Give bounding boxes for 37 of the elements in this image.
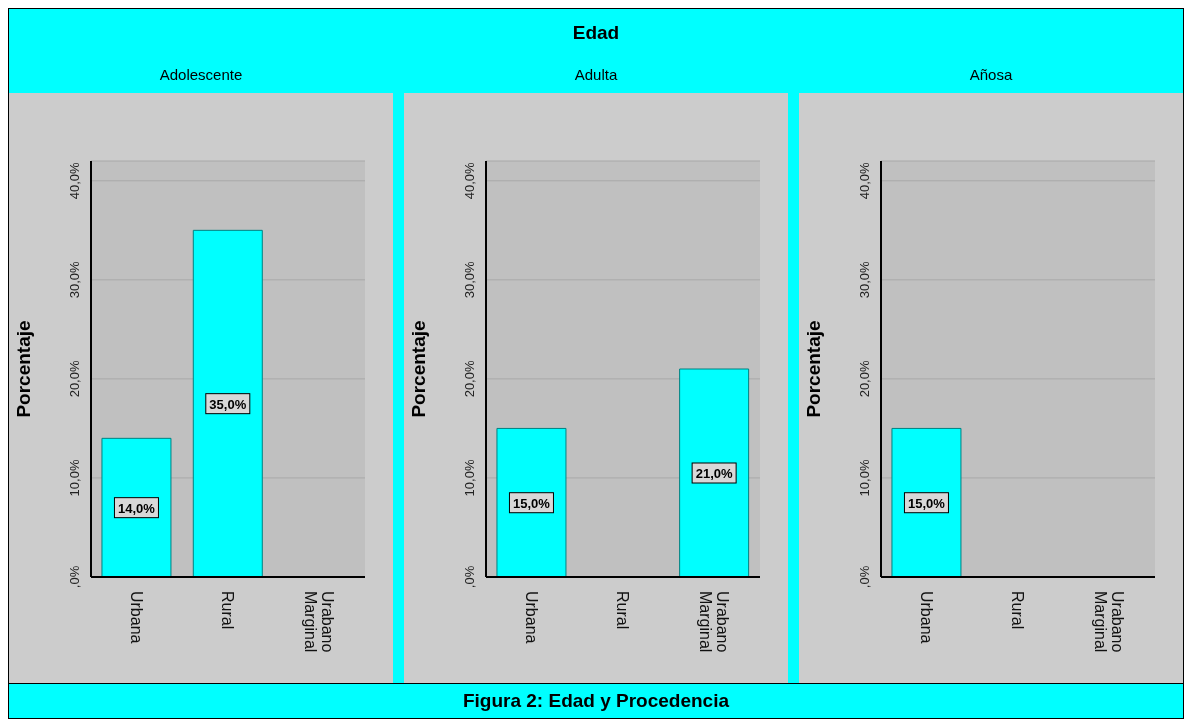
x-tick-label: Urbana xyxy=(128,591,146,644)
text: Edad xyxy=(571,21,621,45)
y-tick-label: 10,0% xyxy=(67,459,82,497)
x-tick-label: Rural xyxy=(614,591,632,630)
chart-title: Adolescente xyxy=(158,65,244,85)
chart-title: Añosa xyxy=(968,65,1014,85)
y-tick-label: 40,0% xyxy=(462,161,477,200)
x-tick-label: Urabano Marginal xyxy=(1092,591,1127,653)
data-label: 15,0% xyxy=(908,495,946,511)
text: Figura 2: Edad y Procedencia xyxy=(9,683,1183,718)
y-tick-label: 10,0% xyxy=(462,459,477,497)
y-axis-title: Porcentaje xyxy=(802,320,824,418)
y-tick-label: 40,0% xyxy=(857,161,872,200)
x-tick-label: Rural xyxy=(219,591,237,630)
y-tick-label: ,0% xyxy=(67,565,82,589)
y-tick-label: 30,0% xyxy=(462,260,477,299)
y-axis-title: Porcentaje xyxy=(12,320,34,418)
chart-title: Adulta xyxy=(573,65,619,85)
y-tick-label: 10,0% xyxy=(857,459,872,497)
data-label: 15,0% xyxy=(513,495,551,511)
y-tick-label: 40,0% xyxy=(67,161,82,200)
y-tick-label: ,0% xyxy=(462,565,477,589)
x-tick-label: Urbana xyxy=(523,591,541,644)
x-tick-label: Urabano Marginal xyxy=(697,591,732,653)
data-label: 14,0% xyxy=(118,500,156,516)
y-tick-label: 20,0% xyxy=(67,360,82,398)
y-tick-label: 30,0% xyxy=(857,260,872,299)
y-tick-label: 20,0% xyxy=(462,360,477,398)
data-label: 35,0% xyxy=(209,396,247,412)
y-tick-label: 30,0% xyxy=(67,260,82,299)
x-tick-label: Urabano Marginal xyxy=(302,591,337,653)
y-axis-title: Porcentaje xyxy=(407,320,429,418)
y-tick-label: 20,0% xyxy=(857,360,872,398)
y-tick-label: ,0% xyxy=(857,565,872,589)
x-tick-label: Rural xyxy=(1009,591,1027,630)
x-tick-label: Urbana xyxy=(918,591,936,644)
data-label: 21,0% xyxy=(695,466,733,481)
